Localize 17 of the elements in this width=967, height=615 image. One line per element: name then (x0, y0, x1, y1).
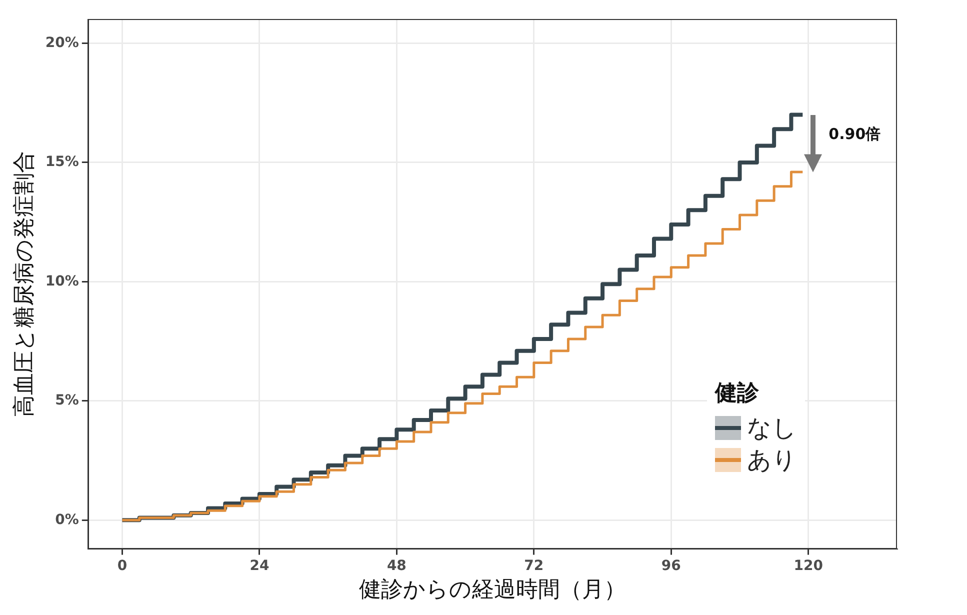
x-tick-label: 72 (524, 558, 544, 574)
y-tick-label: 20% (45, 34, 79, 51)
x-tick-label: 96 (661, 558, 681, 574)
y-tick-label: 5% (55, 392, 79, 409)
x-tick-label: 120 (794, 558, 824, 574)
y-tick-label: 10% (45, 273, 79, 290)
legend-title: 健診 (715, 380, 760, 408)
y-axis-title: 高血圧と糖尿病の発症割合 (12, 151, 37, 418)
annotation: 0.90倍 (828, 124, 881, 144)
y-tick-label: 15% (45, 154, 79, 170)
legend-label: なし (747, 412, 797, 444)
y-tick-label: 0% (55, 512, 79, 528)
x-axis-title: 健診からの経過時間（月） (358, 578, 626, 603)
legend-label: あり (747, 444, 797, 476)
x-tick-label: 24 (250, 558, 270, 574)
x-tick-label: 0 (117, 558, 128, 574)
x-tick-label: 48 (386, 558, 406, 574)
